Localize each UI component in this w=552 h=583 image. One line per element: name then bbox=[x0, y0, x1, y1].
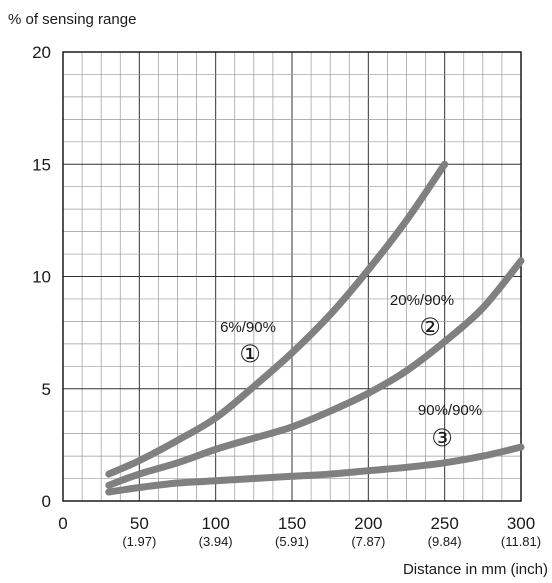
series-lines bbox=[105, 160, 525, 496]
y-tick-label: 5 bbox=[42, 380, 51, 399]
series-marker-1: ① bbox=[239, 341, 261, 368]
plot-frame bbox=[62, 51, 522, 502]
x-tick-sublabel: (9.84) bbox=[428, 534, 462, 549]
x-tick-sublabel: (3.94) bbox=[199, 534, 233, 549]
x-tick-label: 150 bbox=[278, 514, 306, 533]
x-tick-label: 100 bbox=[201, 514, 229, 533]
y-tick-label: 10 bbox=[32, 268, 51, 287]
series-label-3: 90%/90% bbox=[418, 402, 482, 419]
x-tick-label: 0 bbox=[58, 514, 67, 533]
series-line-3 bbox=[105, 443, 525, 496]
x-tick-sublabel: (5.91) bbox=[275, 534, 309, 549]
y-axis-title: % of sensing range bbox=[8, 11, 136, 28]
x-tick-sublabel: (7.87) bbox=[351, 534, 385, 549]
x-tick-labels: 0 50(1.97)100(3.94)150(5.91)200(7.87)250(… bbox=[58, 514, 541, 549]
y-tick-label: 15 bbox=[32, 155, 51, 174]
x-tick-label: 250 bbox=[430, 514, 458, 533]
y-tick-labels: 0 5 10 15 20 bbox=[32, 43, 51, 511]
series-line-1 bbox=[105, 160, 449, 478]
y-tick-label: 20 bbox=[32, 43, 51, 62]
x-tick-sublabel: (1.97) bbox=[122, 534, 156, 549]
x-tick-sublabel: (11.81) bbox=[501, 534, 541, 549]
series-marker-3: ③ bbox=[431, 425, 453, 452]
x-tick-label: 200 bbox=[354, 514, 382, 533]
y-tick-label: 0 bbox=[42, 492, 51, 511]
series-label-1: 6%/90% bbox=[220, 319, 276, 336]
series-line-2 bbox=[105, 257, 525, 489]
series-marker-2: ② bbox=[419, 314, 441, 341]
x-tick-label: 300 bbox=[507, 514, 535, 533]
x-tick-label: 50 bbox=[130, 514, 149, 533]
x-axis-title: Distance in mm (inch) bbox=[403, 561, 548, 578]
series-label-2: 20%/90% bbox=[390, 292, 454, 309]
